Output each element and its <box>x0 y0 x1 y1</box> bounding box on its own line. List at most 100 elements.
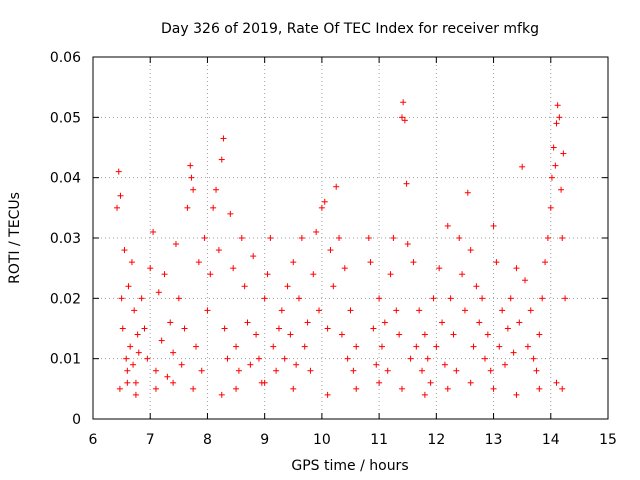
data-point <box>427 379 434 386</box>
data-point <box>433 343 440 350</box>
data-point <box>400 99 407 106</box>
data-point <box>193 343 199 350</box>
data-point <box>130 361 137 368</box>
data-point <box>487 367 494 374</box>
data-point <box>330 283 337 290</box>
y-tick-label: 0.01 <box>50 352 81 368</box>
data-point <box>235 367 242 374</box>
data-point <box>304 319 311 326</box>
data-point <box>367 259 374 266</box>
data-point <box>450 331 457 338</box>
data-point <box>453 367 460 374</box>
data-point <box>558 186 565 193</box>
data-point <box>556 114 563 121</box>
data-point <box>241 283 248 290</box>
axis-ticks <box>92 56 609 420</box>
y-tick-label: 0.02 <box>50 291 81 307</box>
data-point <box>172 241 179 248</box>
data-point <box>467 247 474 254</box>
data-point <box>290 259 297 266</box>
data-point <box>273 367 280 374</box>
data-point <box>207 271 214 278</box>
y-tick-label: 0.03 <box>50 231 81 247</box>
data-point <box>338 331 345 338</box>
data-point <box>301 343 308 350</box>
data-point <box>221 325 228 332</box>
data-point <box>281 355 288 362</box>
data-point <box>416 307 423 314</box>
data-point <box>125 283 132 290</box>
data-point <box>516 319 523 326</box>
data-point <box>244 319 251 326</box>
data-point <box>461 307 468 314</box>
plot-frame <box>92 56 609 420</box>
chart-title: Day 326 of 2019, Rate Of TEC Index for r… <box>161 21 539 37</box>
data-point <box>419 367 426 374</box>
data-point <box>316 307 323 314</box>
data-point <box>390 235 397 241</box>
data-point <box>353 343 360 350</box>
y-tick-label: 0.06 <box>50 50 81 66</box>
data-point <box>198 367 205 374</box>
data-point <box>141 325 148 332</box>
data-point <box>124 367 131 374</box>
data-point <box>275 325 282 332</box>
data-point <box>195 259 202 266</box>
data-point <box>530 355 537 362</box>
data-point <box>270 343 277 350</box>
data-point <box>313 228 320 235</box>
data-point <box>370 325 377 332</box>
data-point <box>261 295 268 302</box>
data-point <box>476 319 483 326</box>
data-point <box>178 361 185 368</box>
data-point <box>131 307 138 314</box>
x-tick-label: 7 <box>146 432 155 448</box>
data-point <box>188 174 195 181</box>
data-point <box>184 204 191 211</box>
data-point <box>155 289 162 296</box>
data-point <box>144 355 151 362</box>
data-point <box>490 385 497 392</box>
data-point <box>124 379 131 386</box>
data-point <box>510 349 517 356</box>
data-point <box>264 271 271 278</box>
data-point <box>347 307 354 314</box>
data-point <box>147 265 154 272</box>
data-point <box>559 385 566 392</box>
data-point <box>548 174 555 181</box>
y-axis-label: ROTI / TECUs <box>7 192 23 284</box>
data-point <box>499 307 506 314</box>
data-point <box>128 259 135 266</box>
data-point <box>181 325 188 332</box>
data-point <box>403 180 410 187</box>
data-point <box>536 385 543 392</box>
data-point <box>293 361 300 368</box>
data-point <box>456 235 463 241</box>
data-point <box>473 283 480 290</box>
x-tick-label: 14 <box>542 432 560 448</box>
data-point <box>167 319 174 326</box>
data-point <box>119 325 126 332</box>
data-point <box>519 163 526 170</box>
data-point <box>401 117 408 124</box>
data-point <box>210 204 217 211</box>
data-point <box>116 385 123 392</box>
x-tick-labels: 6 7 8 9 10 11 12 13 14 15 <box>89 432 617 448</box>
data-point <box>444 385 451 392</box>
data-point <box>290 385 297 392</box>
data-point <box>376 379 383 386</box>
y-tick-label: 0.05 <box>50 110 81 126</box>
data-point <box>190 186 197 193</box>
data-point <box>513 391 520 398</box>
data-point <box>121 247 128 254</box>
data-point <box>376 295 383 302</box>
data-point <box>467 379 474 386</box>
data-point <box>307 367 314 374</box>
data-point <box>527 307 534 314</box>
data-point <box>441 361 448 368</box>
data-point <box>117 192 124 199</box>
data-point <box>114 204 121 211</box>
data-point <box>493 259 500 266</box>
data-point <box>318 204 325 211</box>
data-point <box>393 307 400 314</box>
